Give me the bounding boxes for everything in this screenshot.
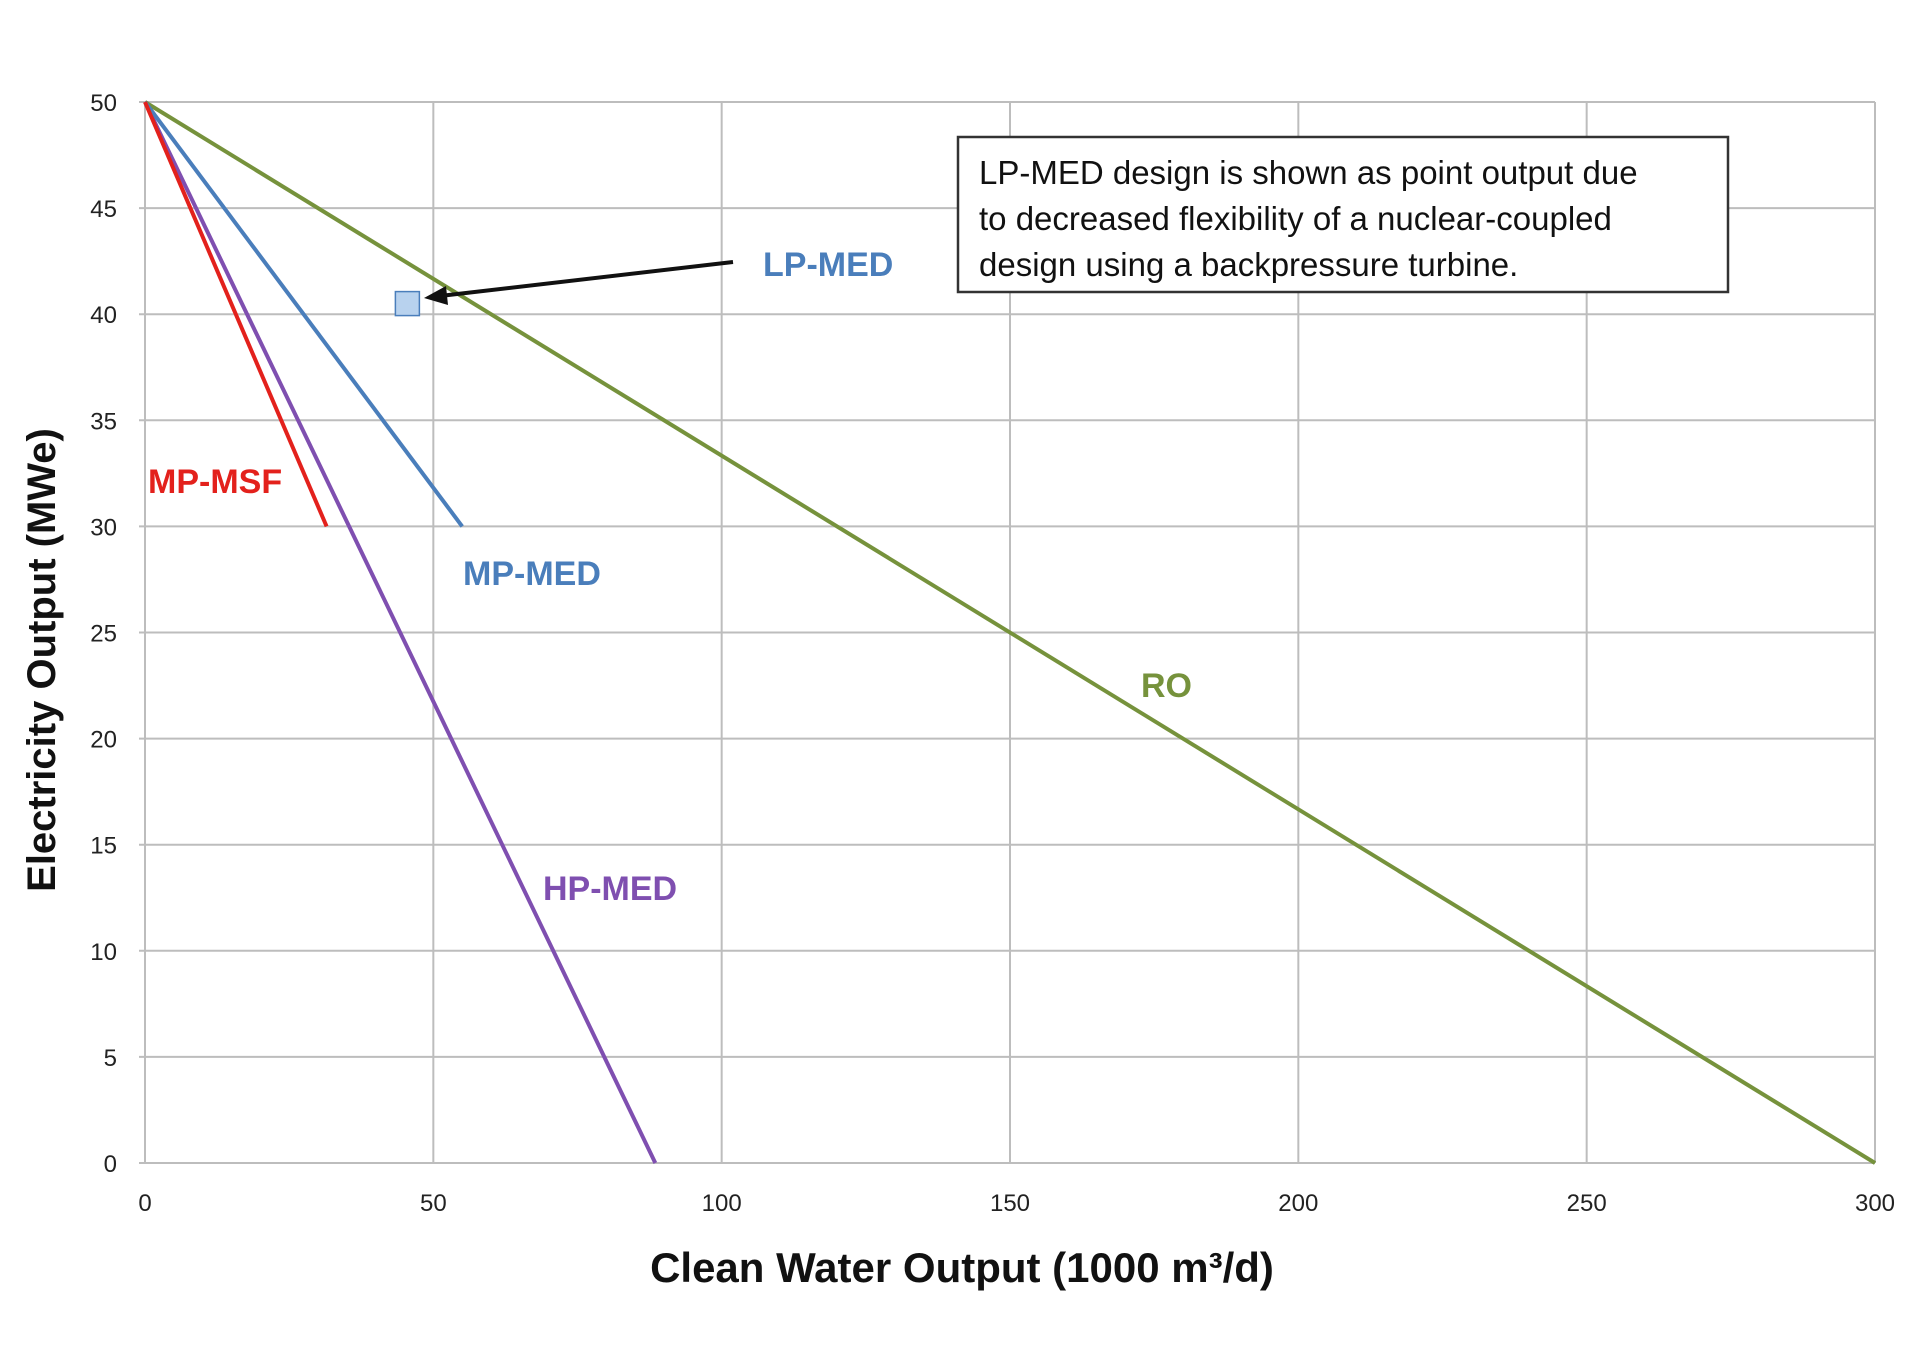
series-line-hp-med xyxy=(143,101,658,1164)
series-line-mp-msf xyxy=(143,101,329,528)
label-mp-med: MP-MED xyxy=(463,555,601,593)
x-tick-labels: 0 50 100 150 200 250 300 xyxy=(138,1190,1895,1217)
y-tick-6: 30 xyxy=(90,514,117,541)
series-lines xyxy=(143,100,1877,1165)
annotation-box: LP-MED design is shown as point output d… xyxy=(956,135,1730,294)
series-line-ro xyxy=(143,100,1877,1165)
data-points xyxy=(394,290,421,317)
x-tick-4: 200 xyxy=(1278,1190,1318,1217)
y-tick-1: 5 xyxy=(104,1045,117,1072)
annotation-frame xyxy=(956,135,1730,294)
x-tick-5: 250 xyxy=(1567,1190,1607,1217)
y-tick-5: 25 xyxy=(90,621,117,648)
y-tick-0: 0 xyxy=(104,1151,117,1178)
x-tick-3: 150 xyxy=(990,1190,1030,1217)
x-tick-6: 300 xyxy=(1855,1190,1895,1217)
x-tick-0: 0 xyxy=(138,1190,151,1217)
y-tick-2: 10 xyxy=(90,939,117,966)
label-ro: RO xyxy=(1141,667,1192,705)
y-tick-9: 45 xyxy=(90,196,117,223)
annotation-arrow xyxy=(424,260,734,305)
annotation-line-1: LP-MED design is shown as point output d… xyxy=(979,154,1638,191)
point-marker-lp-med xyxy=(394,290,421,317)
label-mp-msf: MP-MSF xyxy=(148,463,282,501)
annotation-line-2: to decreased flexibility of a nuclear-co… xyxy=(979,200,1612,237)
label-hp-med: HP-MED xyxy=(543,870,677,908)
y-axis-title: Electricity Output (MWe) xyxy=(20,428,64,892)
x-tick-2: 100 xyxy=(702,1190,742,1217)
y-tick-8: 40 xyxy=(90,302,117,329)
y-tick-10: 50 xyxy=(90,90,117,117)
y-tick-4: 20 xyxy=(90,727,117,754)
y-tick-7: 35 xyxy=(90,408,117,435)
label-lp-med: LP-MED xyxy=(763,246,893,284)
series-line-mp-med xyxy=(143,100,464,528)
annotation-line-3: design using a backpressure turbine. xyxy=(979,246,1518,283)
x-tick-1: 50 xyxy=(420,1190,447,1217)
y-tick-3: 15 xyxy=(90,833,117,860)
x-axis-title: Clean Water Output (1000 m³/d) xyxy=(650,1244,1274,1291)
y-tick-labels: 0 5 10 15 20 25 30 35 40 45 50 xyxy=(90,90,117,1178)
